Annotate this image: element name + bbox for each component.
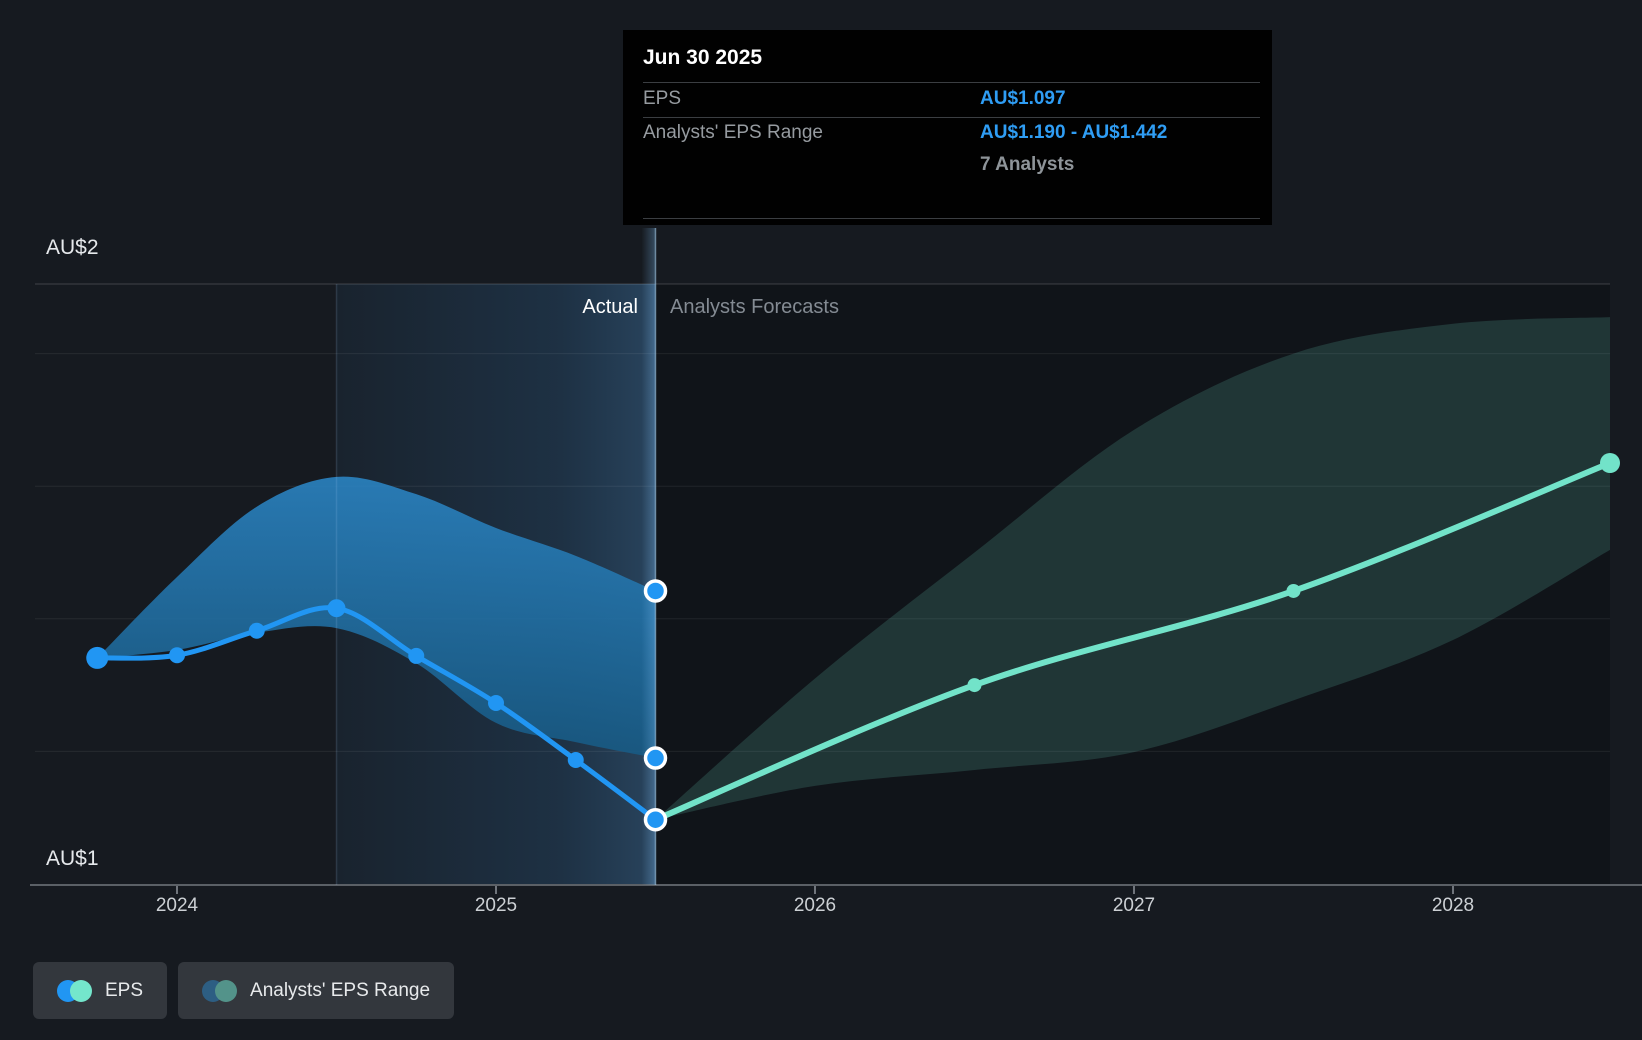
- tooltip-range-value: AU$1.190 - AU$1.442: [980, 122, 1168, 143]
- eps-line: [94, 605, 658, 823]
- analysts-range-band: [655, 317, 1610, 820]
- legend-item-analysts-range[interactable]: Analysts' EPS Range: [178, 962, 455, 1019]
- selected-data-point[interactable]: [643, 746, 668, 770]
- analysts-range-legend-icon: [202, 979, 238, 1002]
- tooltip-separator: [643, 117, 1260, 118]
- data-point[interactable]: [408, 647, 425, 664]
- tooltip-range-label: Analysts' EPS Range: [643, 122, 823, 143]
- data-point[interactable]: [1600, 452, 1620, 473]
- selected-data-point[interactable]: [643, 807, 668, 832]
- data-point[interactable]: [86, 646, 109, 669]
- y-axis-label-min: AU$1: [46, 847, 99, 870]
- x-tick-label-2028: 2028: [1431, 895, 1475, 916]
- actual-section-label: Actual: [582, 296, 638, 318]
- forecasts-section-label: Analysts Forecasts: [670, 296, 839, 318]
- tooltip-analysts-count: 7 Analysts: [980, 154, 1075, 175]
- y-axis-label-max: AU$2: [46, 236, 99, 259]
- data-point[interactable]: [488, 695, 504, 712]
- data-point[interactable]: [248, 622, 265, 639]
- forecast-region-background: [655, 284, 1610, 885]
- divider-glow: [641, 228, 656, 885]
- tooltip-eps-label: EPS: [643, 88, 682, 109]
- data-point[interactable]: [567, 752, 584, 769]
- legend-eps-label: EPS: [105, 979, 144, 1001]
- data-point[interactable]: [327, 599, 346, 618]
- eps-line: [652, 459, 1613, 823]
- data-point[interactable]: [1286, 583, 1301, 598]
- tooltip-separator: [643, 82, 1260, 83]
- x-tick-label-2027: 2027: [1112, 895, 1156, 916]
- legend-item-eps[interactable]: EPS: [33, 962, 168, 1019]
- legend: EPS Analysts' EPS Range: [33, 962, 455, 1019]
- tooltip-date: Jun 30 2025: [643, 46, 763, 69]
- analysts-range-band: [97, 476, 656, 759]
- eps-legend-icon: [57, 979, 92, 1002]
- x-tick-label-2026: 2026: [793, 895, 837, 916]
- tooltip-eps-value: AU$1.097: [980, 88, 1066, 109]
- data-point[interactable]: [169, 647, 185, 664]
- data-point[interactable]: [967, 678, 982, 693]
- x-tick-label-2025: 2025: [474, 895, 518, 916]
- legend-range-label: Analysts' EPS Range: [250, 979, 431, 1001]
- tooltip: Jun 30 2025 EPS AU$1.097 Analysts' EPS R…: [623, 30, 1272, 225]
- x-tick-label-2024: 2024: [155, 895, 199, 916]
- selected-data-point[interactable]: [643, 579, 668, 603]
- tooltip-separator: [643, 218, 1260, 219]
